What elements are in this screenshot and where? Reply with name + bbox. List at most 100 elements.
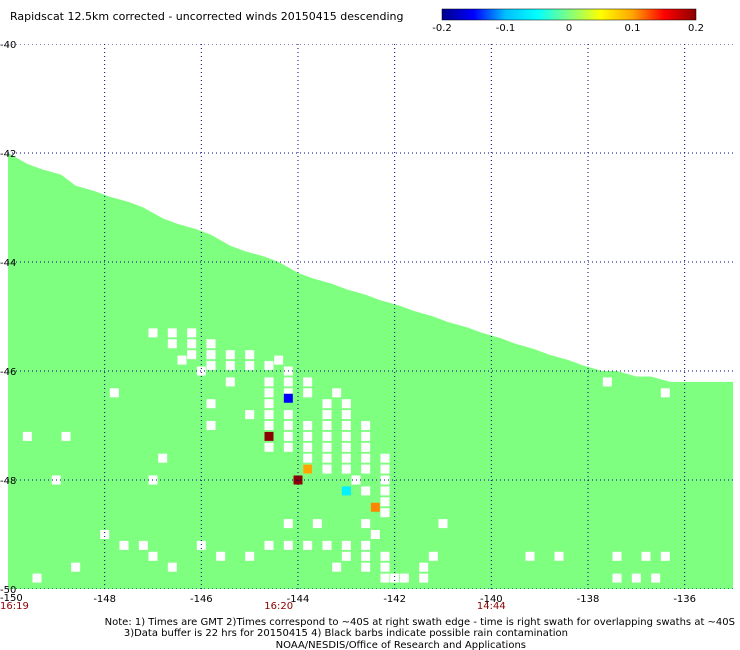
no-data-cell	[245, 551, 255, 561]
no-data-cell	[303, 453, 313, 463]
no-data-cell	[361, 453, 371, 463]
no-data-cell	[380, 551, 390, 561]
x-tick-label: -140	[480, 594, 503, 605]
x-tick-label: -150	[0, 593, 23, 604]
colorbar-tick-label: 0.1	[625, 23, 641, 34]
colorbar-tick-label: -0.2	[432, 23, 452, 34]
wind-diff-cell	[264, 431, 274, 441]
no-data-cell	[399, 573, 409, 583]
no-data-cell	[303, 540, 313, 550]
no-data-cell	[206, 399, 216, 409]
colorbar: -0.2 -0.1 0 0.1 0.2	[432, 8, 704, 34]
no-data-cell	[158, 453, 168, 463]
no-data-cell	[71, 562, 81, 572]
no-data-cell	[370, 530, 380, 539]
no-data-cell	[341, 453, 351, 463]
no-data-cell	[283, 519, 293, 529]
no-data-cell	[341, 410, 351, 420]
no-data-cell	[322, 421, 332, 430]
no-data-cell	[109, 388, 119, 398]
no-data-cell	[361, 442, 371, 452]
no-data-cell	[206, 350, 216, 360]
y-tick-label: -42	[0, 149, 16, 160]
wind-diff-cell	[341, 486, 351, 496]
no-data-cell	[341, 551, 351, 561]
no-data-cell	[380, 573, 390, 583]
no-data-cell	[206, 421, 216, 430]
no-data-cell	[322, 431, 332, 441]
no-data-cell	[380, 497, 390, 507]
y-axis-tick-labels: -40 -42 -44 -46 -48 -50	[0, 40, 16, 596]
no-data-cell	[438, 519, 448, 529]
time-labels: 16:19 16:20 14:44	[0, 601, 506, 612]
no-data-cell	[361, 431, 371, 441]
no-data-cell	[651, 573, 661, 583]
no-data-cell	[303, 377, 313, 387]
no-data-cell	[303, 421, 313, 430]
no-data-cell	[361, 551, 371, 561]
no-data-cell	[312, 519, 322, 529]
no-data-cell	[525, 551, 535, 561]
no-data-cell	[660, 388, 670, 398]
no-data-cell	[361, 562, 371, 572]
y-tick-label: -46	[0, 367, 16, 378]
no-data-cell	[361, 486, 371, 496]
no-data-cell	[361, 519, 371, 529]
no-data-cell	[245, 361, 255, 371]
no-data-cell	[380, 508, 390, 518]
x-tick-label: -142	[383, 594, 406, 605]
no-data-cell	[225, 361, 235, 371]
no-data-cell	[100, 530, 110, 539]
wind-diff-cell	[283, 393, 293, 403]
x-axis-tick-labels: -150 -148 -146 -144 -142 -140 -138 -136	[0, 593, 696, 605]
no-data-cell	[332, 388, 342, 398]
wind-diff-cell	[370, 502, 380, 512]
grid-lines	[8, 44, 733, 589]
no-data-cell	[206, 339, 216, 349]
no-data-cell	[641, 551, 651, 561]
no-data-cell	[138, 540, 148, 550]
colorbar-tick-label: 0.2	[688, 23, 704, 34]
no-data-cell	[554, 551, 564, 561]
no-data-cell	[322, 399, 332, 409]
no-data-cell	[245, 410, 255, 420]
no-data-cell	[380, 562, 390, 572]
colorbar-tick-label: 0	[566, 23, 572, 34]
no-data-cell	[196, 366, 206, 376]
no-data-cell	[361, 540, 371, 550]
no-data-cell	[264, 442, 274, 452]
no-data-cell	[341, 464, 351, 474]
no-data-cell	[216, 551, 226, 561]
no-data-cell	[341, 399, 351, 409]
x-tick-label: -144	[287, 594, 310, 605]
no-data-cell	[390, 573, 400, 583]
no-data-cell	[332, 562, 342, 572]
no-data-cell	[380, 464, 390, 474]
no-data-cell	[419, 573, 429, 583]
no-data-cell	[264, 361, 274, 371]
no-data-cell	[283, 431, 293, 441]
no-data-cell	[361, 464, 371, 474]
time-label: 16:20	[264, 601, 293, 612]
time-label: 14:44	[477, 601, 506, 612]
no-data-cell	[264, 540, 274, 550]
y-tick-label: -50	[0, 585, 16, 596]
no-data-cell	[22, 431, 32, 441]
no-data-cell	[167, 339, 177, 349]
no-data-cell	[264, 388, 274, 398]
no-data-cell	[283, 442, 293, 452]
x-tick-label: -146	[190, 594, 213, 605]
colorbar-gradient	[441, 8, 697, 21]
no-data-cell	[264, 410, 274, 420]
no-data-cell	[274, 355, 284, 365]
no-data-cell	[196, 540, 206, 550]
no-data-cell	[32, 573, 42, 583]
no-data-cell	[341, 421, 351, 430]
x-tick-label: -138	[577, 594, 600, 605]
no-data-cell	[419, 562, 429, 572]
no-data-cell	[612, 551, 622, 561]
no-data-cell	[303, 431, 313, 441]
note-line-1: Note: 1) Times are GMT 2)Times correspon…	[105, 617, 735, 628]
no-data-cell	[341, 431, 351, 441]
note-line-3: NOAA/NESDIS/Office of Research and Appli…	[276, 640, 526, 650]
